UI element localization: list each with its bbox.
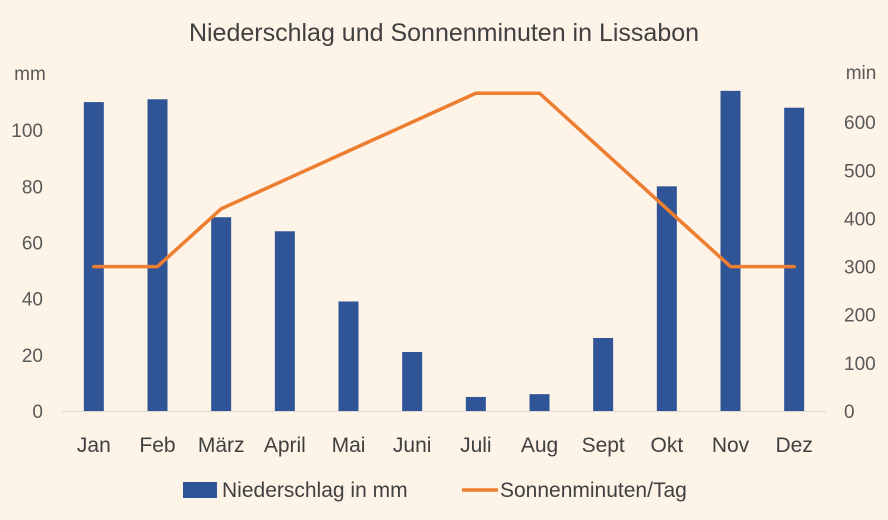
sun-minutes-line [92, 91, 796, 269]
y-right-tick: 200 [844, 306, 876, 327]
legend: Niederschlag in mm Sonnenminuten/Tag [183, 479, 687, 502]
y-right-tick: 400 [844, 209, 876, 230]
sun-point-jan [93, 266, 94, 267]
bar-jan [83, 102, 104, 411]
legend-label-sun-minutes: Sonnenminuten/Tag [500, 479, 687, 502]
x-tick-label: Jan [77, 434, 111, 457]
bar-märz [211, 217, 232, 411]
sun-point-dez [794, 266, 795, 267]
y-left-tick: 40 [22, 290, 43, 311]
bar-april [274, 231, 295, 411]
y-right-tick: 500 [844, 161, 876, 182]
bar-sept [593, 337, 614, 411]
sun-point-okt [666, 208, 667, 209]
plot-area: 0 20 40 60 80 100 0 100 200 300 400 500 600 Jan Feb Mär… [11, 90, 876, 457]
chart-title: Niederschlag und Sonnenminuten in Lissab… [189, 19, 699, 47]
x-tick-label: Sept [582, 434, 625, 457]
y-left-tick: 80 [22, 177, 43, 198]
y-right-tick: 100 [844, 354, 876, 375]
x-tick-label: Dez [775, 434, 812, 457]
bar-juni [402, 352, 423, 411]
sun-point-april [284, 179, 285, 180]
y-right-tick: 0 [844, 402, 855, 423]
bar-nov [720, 90, 741, 411]
y-left-unit-label: mm [14, 64, 46, 85]
sun-point-feb [157, 266, 158, 267]
y-left-tick: 0 [32, 402, 43, 423]
x-tick-label: Juli [460, 434, 492, 457]
sun-point-juni [412, 122, 413, 123]
sun-point-mai [348, 151, 349, 152]
y-right-unit-label: min [846, 63, 877, 84]
sun-point-juli [475, 93, 476, 94]
legend-label-precipitation: Niederschlag in mm [222, 479, 408, 502]
x-tick-label: April [264, 434, 306, 457]
bar-mai [338, 301, 359, 411]
y-left-tick: 60 [22, 234, 43, 255]
bar-juli [465, 396, 486, 411]
bar-aug [529, 394, 550, 411]
bar-dez [784, 107, 805, 411]
x-tick-label: Feb [139, 434, 175, 457]
sun-point-nov [730, 266, 731, 267]
sun-point-sept [603, 151, 604, 152]
x-tick-label: Okt [650, 434, 683, 457]
legend-bar-swatch [183, 482, 217, 498]
x-tick-label: März [198, 434, 245, 457]
sun-point-märz [221, 208, 222, 209]
x-tick-label: Mai [332, 434, 366, 457]
x-tick-label: Aug [521, 434, 558, 457]
sun-point-aug [539, 93, 540, 94]
y-left-tick: 100 [11, 121, 43, 142]
y-right-tick: 600 [844, 113, 876, 134]
x-tick-label: Juni [393, 434, 432, 457]
y-left-tick: 20 [22, 346, 43, 367]
bar-feb [147, 99, 168, 412]
x-tick-label: Nov [712, 434, 750, 457]
y-right-tick: 300 [844, 258, 876, 279]
bar-okt [656, 186, 677, 411]
